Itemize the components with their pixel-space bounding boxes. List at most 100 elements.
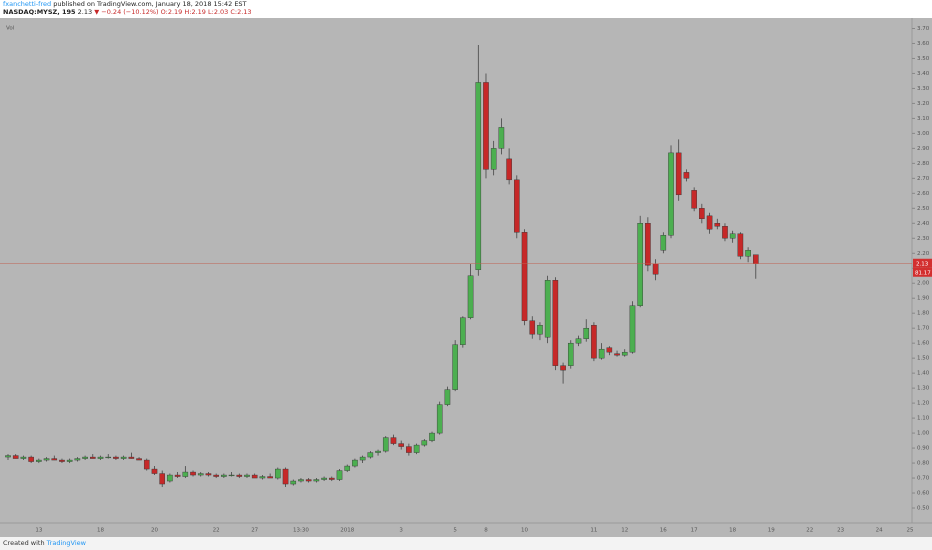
candle-body <box>537 324 543 335</box>
candle-body <box>699 208 705 220</box>
candle-body <box>359 456 366 461</box>
candle-body <box>490 148 497 170</box>
x-tick-label: 10 <box>521 528 528 534</box>
candle-body <box>28 456 34 462</box>
y-tick-label: 0.60 <box>917 491 930 497</box>
y-tick-label: 2.40 <box>917 221 930 227</box>
candle-body <box>82 456 88 459</box>
candle-body <box>729 233 736 239</box>
candle-body <box>267 476 273 479</box>
y-tick-label: 1.70 <box>917 326 930 332</box>
x-tick-label: 24 <box>876 528 883 534</box>
symbol: NASDAQ:MYSZ, 195 <box>3 8 76 16</box>
candle-body <box>668 152 674 236</box>
plot-background <box>0 18 932 537</box>
y-tick-label: 1.30 <box>917 386 930 392</box>
candle-body <box>398 443 404 447</box>
created: Created with <box>3 539 45 547</box>
candle-body <box>190 471 196 476</box>
x-tick-label: 8 <box>484 528 488 534</box>
y-tick-label: 3.40 <box>917 71 930 77</box>
candle-body <box>452 344 458 390</box>
y-tick-label: 2.70 <box>917 176 930 182</box>
candle-body <box>714 223 721 227</box>
candle-body <box>313 479 320 482</box>
candle-body <box>59 459 65 462</box>
candle-body <box>213 474 219 477</box>
y-tick-label: 2.00 <box>917 281 930 287</box>
candle-body <box>722 226 728 239</box>
candle-body <box>367 452 374 458</box>
candle-body <box>506 158 512 181</box>
candle-body <box>12 455 19 459</box>
x-tick-label: 19 <box>768 528 775 534</box>
candle-body <box>275 468 281 479</box>
footer: Created with TradingView <box>0 537 932 550</box>
chart: Vol 0.50 0.60 0.70 0.80 0.90 1.00 1.10 1.20 1.30… <box>0 18 932 537</box>
brand[interactable]: TradingView <box>46 539 86 547</box>
candle-body <box>167 474 173 482</box>
candle-body <box>328 477 335 480</box>
candle-body <box>182 471 189 477</box>
x-tick-label: 20 <box>151 528 158 534</box>
candle-body <box>421 440 428 446</box>
candle-body <box>660 235 667 251</box>
y-tick-label: 3.20 <box>917 101 930 107</box>
candle-body <box>436 404 443 434</box>
x-tick-label: 13:30 <box>293 528 309 534</box>
candle-body <box>413 444 420 453</box>
y-tick-label: 3.10 <box>917 116 930 122</box>
candle-body <box>691 190 697 209</box>
candle-body <box>614 353 620 356</box>
candle-body <box>529 320 536 335</box>
x-tick-label: 18 <box>729 528 736 534</box>
candle-body <box>174 474 181 477</box>
candle-body <box>221 474 227 477</box>
candle-body <box>521 232 528 321</box>
x-tick-label: 13 <box>35 528 42 534</box>
candle-body <box>498 127 505 149</box>
y-tick-label: 3.00 <box>917 131 930 137</box>
candle-body <box>444 389 451 405</box>
y-tick-label: 3.60 <box>917 41 930 47</box>
x-tick-label: 22 <box>806 528 813 534</box>
y-tick-label: 1.80 <box>917 311 930 317</box>
candle-body <box>575 338 582 344</box>
candle-body <box>475 82 482 270</box>
candle-body <box>460 317 466 345</box>
y-tick-label: 1.90 <box>917 296 930 302</box>
x-tick-label: 17 <box>691 528 698 534</box>
author[interactable]: fxanchetti-fred <box>3 0 52 8</box>
candle-body <box>97 456 104 459</box>
y-tick-label: 2.80 <box>917 161 930 167</box>
candle-body <box>251 474 258 479</box>
candle-body <box>375 450 381 453</box>
candle-body <box>706 215 713 230</box>
y-tick-label: 0.70 <box>917 476 930 482</box>
candle-body <box>90 456 96 459</box>
x-tick-label: 12 <box>621 528 628 534</box>
candle-body <box>259 476 266 479</box>
candle-body <box>606 347 613 353</box>
volume-tag-label: 81.17 <box>915 270 931 276</box>
candle-body <box>113 456 119 459</box>
candle-body <box>352 459 358 467</box>
x-tick-label: 2018 <box>340 528 354 534</box>
candle-body <box>159 473 165 485</box>
candle-body <box>344 465 351 471</box>
candle-body <box>637 223 643 306</box>
candle-body <box>74 458 81 461</box>
change: ▼ −0.24 (−10.12%) <box>94 8 159 16</box>
price-tag <box>913 258 932 268</box>
ohlc: O:2.19 H:2.19 L:2.03 C:2.13 <box>160 8 252 16</box>
candle-body <box>560 365 566 371</box>
y-tick-label: 0.80 <box>917 461 930 467</box>
y-tick-label: 0.90 <box>917 446 930 452</box>
candle-body <box>20 456 27 459</box>
y-tick-label: 2.60 <box>917 191 930 197</box>
candle-body <box>429 432 435 441</box>
candle-body <box>336 470 343 480</box>
candle-body <box>544 280 551 338</box>
candle-body <box>483 82 489 170</box>
